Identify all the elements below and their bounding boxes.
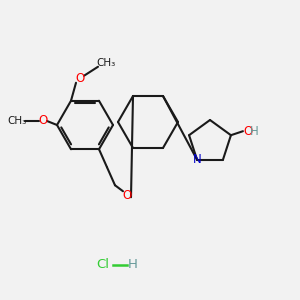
- Text: Cl: Cl: [97, 259, 110, 272]
- Text: O: O: [243, 125, 253, 138]
- Text: CH₃: CH₃: [8, 116, 27, 126]
- Text: H: H: [128, 259, 138, 272]
- Text: O: O: [122, 189, 132, 202]
- Text: O: O: [75, 72, 85, 85]
- Text: H: H: [250, 125, 258, 138]
- Text: O: O: [38, 115, 48, 128]
- Text: N: N: [193, 153, 201, 166]
- Text: CH₃: CH₃: [96, 58, 116, 68]
